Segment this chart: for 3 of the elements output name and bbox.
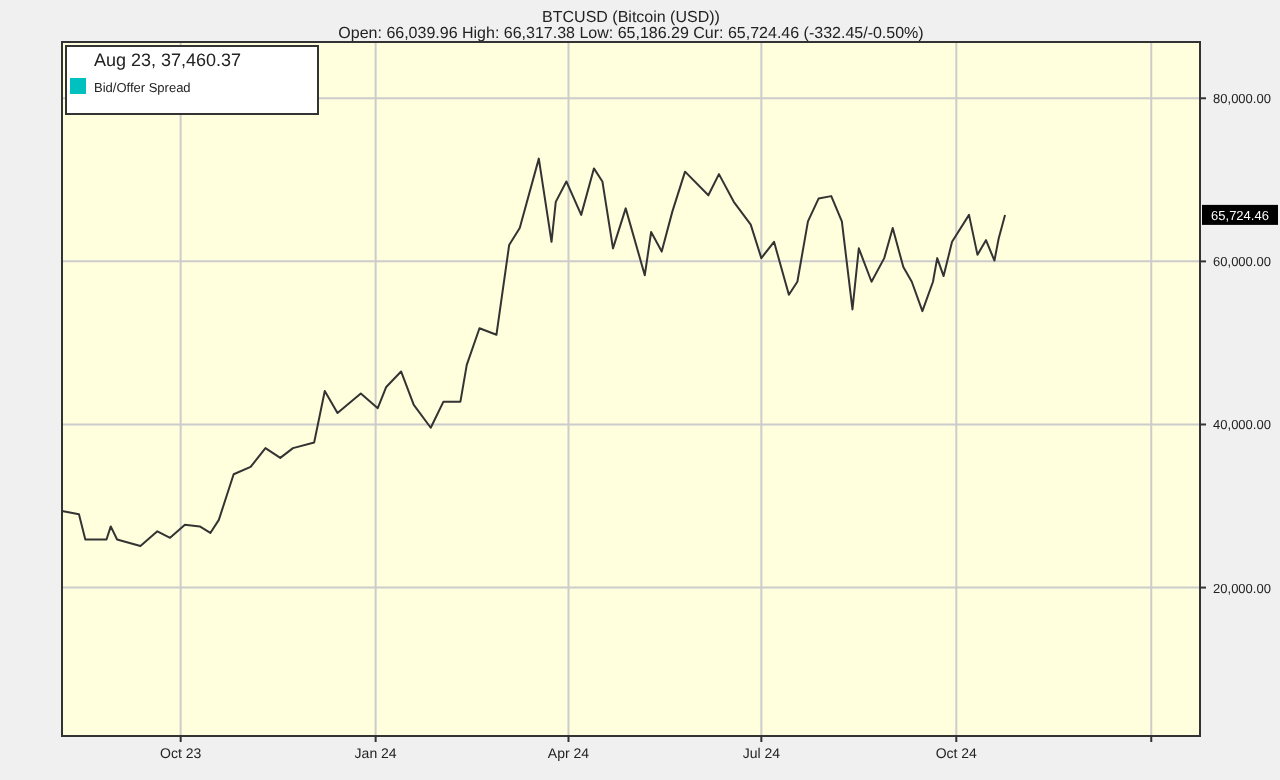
chart-title: BTCUSD (Bitcoin (USD)) (542, 8, 721, 26)
annotation: Aug 23, 37,460.37 (94, 50, 242, 70)
chart-subtitle: Open: 66,039.96 High: 66,317.38 Low: 65,186.29 Cur: 65,724.46 (-332.45/-0.50%) (338, 24, 925, 42)
